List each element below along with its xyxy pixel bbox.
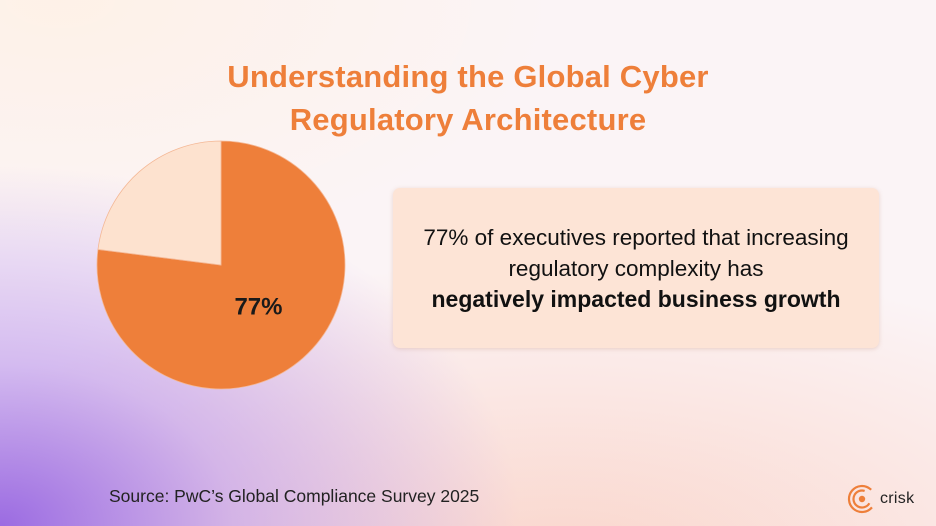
callout-text-bold: negatively impacted business growth	[431, 285, 841, 312]
title-line-1: Understanding the Global Cyber	[227, 58, 709, 94]
pie-chart: 77%	[92, 137, 352, 393]
callout-text-normal: 77% of executives reported that increasi…	[423, 224, 849, 281]
brand-name: crisk	[880, 490, 915, 507]
brand-logo: crisk	[846, 482, 914, 516]
source-citation: Source: PwC’s Global Compliance Survey 2…	[109, 486, 480, 506]
page-title: Understanding the Global Cyber Regulator…	[0, 55, 936, 141]
pie-chart-svg: 77%	[96, 140, 346, 390]
title-line-2: Regulatory Architecture	[289, 101, 647, 137]
stat-callout: 77% of executives reported that increasi…	[393, 188, 879, 348]
pie-slice-label-0: 77%	[234, 294, 282, 321]
pie-slice-1	[97, 140, 222, 266]
crisk-logo-icon	[847, 484, 877, 514]
callout-text: 77% of executives reported that increasi…	[421, 222, 851, 315]
